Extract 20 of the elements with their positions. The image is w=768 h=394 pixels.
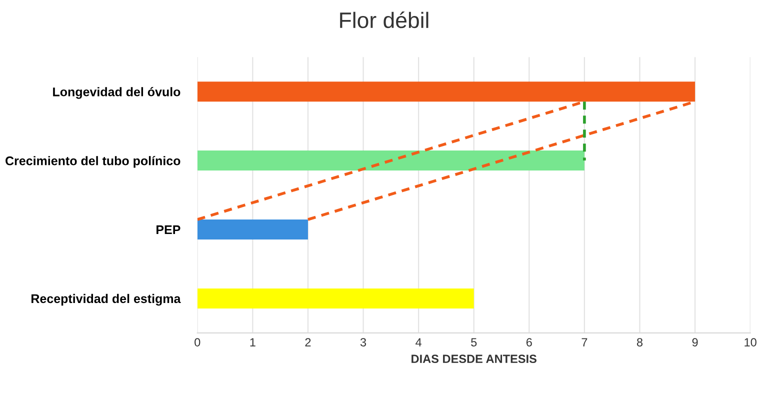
- x-tick-label: 0: [194, 338, 200, 346]
- x-tick-label: 9: [692, 338, 698, 346]
- bar: [197, 288, 474, 308]
- y-tick-label: Receptividad del estigma: [32, 294, 181, 306]
- chart-title: Flor débil: [340, 12, 428, 28]
- bar: [197, 150, 584, 171]
- x-tick-label: 2: [305, 338, 311, 346]
- y-tick-label: PEP: [156, 225, 180, 234]
- x-tick-label: 8: [636, 338, 643, 346]
- y-tick-label: Crecimiento del tubo polínico: [6, 156, 180, 168]
- x-tick-label: 4: [416, 338, 422, 346]
- x-tick-label: 1: [250, 338, 256, 346]
- x-tick-label: 6: [526, 338, 532, 346]
- x-tick-label: 5: [471, 338, 477, 346]
- x-axis-title: DIAS DESDE ANTESIS: [412, 354, 536, 364]
- x-tick-label: 3: [360, 338, 366, 346]
- y-tick-label: Longevidad del óvulo: [53, 87, 180, 99]
- x-tick-label: 10: [744, 338, 756, 346]
- bar: [197, 220, 308, 240]
- x-tick-label: 7: [582, 338, 588, 346]
